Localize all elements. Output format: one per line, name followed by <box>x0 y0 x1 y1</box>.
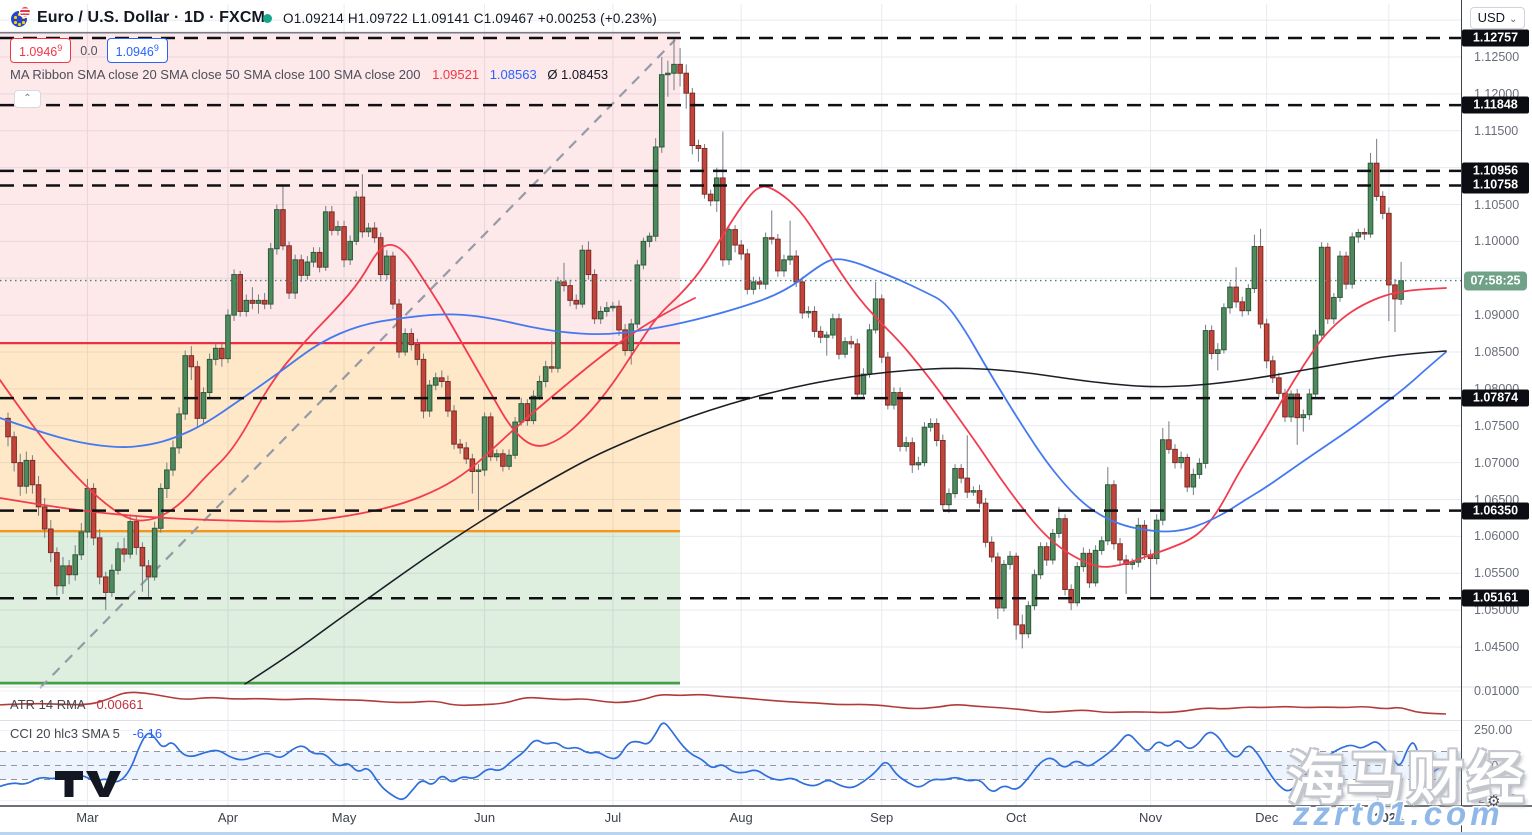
cci-tick-label: -250.00 <box>1474 792 1517 806</box>
price-tick-label: 1.08500 <box>1474 345 1520 359</box>
price-tick-label: 1.06000 <box>1474 529 1520 544</box>
price-tick-label: 1.10000 <box>1474 234 1520 249</box>
indicator-legend-ma-ribbon[interactable]: MA Ribbon SMA close 20 SMA close 50 SMA … <box>10 67 608 82</box>
cci-value: -6.16 <box>132 726 163 741</box>
indicator-legend-cci[interactable]: CCI 20 hlc3 SMA 5 -6.16 <box>10 726 162 741</box>
atr-tick-label: 0.01000 <box>1474 684 1520 698</box>
price-level-badge: 1.06350 <box>1462 502 1529 520</box>
cci-tick-label: 0.00 <box>1474 759 1499 773</box>
price-level-badge: 1.07874 <box>1462 389 1529 407</box>
time-axis-label: 2024 <box>1374 810 1404 825</box>
time-axis-label: Aug <box>729 810 753 825</box>
price-level-badge: 1.12757 <box>1462 29 1529 47</box>
symbol-title[interactable]: Euro / U.S. Dollar · 1D · FXCM <box>37 9 265 26</box>
tradingview-logo[interactable] <box>54 768 134 800</box>
price-tick-label: 1.04500 <box>1474 640 1520 654</box>
price-tick-label: 1.07500 <box>1474 418 1520 433</box>
time-axis-label: Dec <box>1255 810 1279 825</box>
gear-icon[interactable]: ⚙ <box>1487 793 1501 810</box>
currency-label: USD <box>1477 10 1506 25</box>
atr-value: 0.00661 <box>96 697 144 712</box>
chevron-down-icon: ⌄ <box>1509 14 1518 25</box>
price-level-badge: 1.10758 <box>1462 176 1529 194</box>
price-tag-blue: 1.09469 <box>106 38 168 64</box>
time-axis-label: Mar <box>76 810 99 825</box>
price-tick-label: 1.05500 <box>1474 566 1520 581</box>
price-tick-label: 1.12500 <box>1474 50 1520 64</box>
price-level-badge: 1.05161 <box>1462 589 1529 607</box>
indicator-legend-atr[interactable]: ATR 14 RMA 0.00661 <box>10 697 144 712</box>
atr-label: ATR 14 RMA <box>10 697 85 712</box>
legend-collapse-button[interactable]: ⌃ <box>14 90 41 108</box>
time-axis-label: Nov <box>1139 810 1163 825</box>
market-status-icon <box>263 14 272 23</box>
price-level-badge: 1.10956 <box>1462 162 1529 180</box>
ohlc-readout: O1.09214 H1.09722 L1.09141 C1.09467 +0.0… <box>283 11 657 26</box>
price-tick-label: 1.10500 <box>1474 197 1520 212</box>
time-axis-label: May <box>331 810 357 825</box>
ma-ribbon-value-2: 1.08563 <box>489 67 537 82</box>
ma-ribbon-value-1: 1.09521 <box>432 67 480 82</box>
ma-ribbon-average: Ø 1.08453 <box>547 67 609 82</box>
price-tick-label: 1.07000 <box>1474 455 1520 470</box>
us-flag-icon <box>19 6 31 18</box>
price-tick-label: 1.11500 <box>1474 123 1519 138</box>
time-axis-label: Jul <box>604 810 622 825</box>
cci-label: CCI 20 hlc3 SMA 5 <box>10 726 120 741</box>
time-axis-label: Oct <box>1006 810 1027 825</box>
watermark-brand: 海马财经 <box>1287 747 1527 811</box>
currency-unit-button[interactable]: USD ⌄ <box>1470 7 1525 29</box>
ma-ribbon-label: MA Ribbon SMA close 20 SMA close 50 SMA … <box>10 67 421 82</box>
zero-label: 0.0 <box>80 43 98 58</box>
bar-countdown-badge: 07:58:25 <box>1464 271 1527 291</box>
time-axis-label: Sep <box>870 810 894 825</box>
time-axis-label: Apr <box>217 810 239 825</box>
price-level-badges: 1.09469 0.0 1.09469 <box>10 38 168 64</box>
price-tag-red: 1.09469 <box>10 38 72 64</box>
cci-tick-label: 250.00 <box>1474 723 1513 737</box>
time-axis-label: Jun <box>474 810 496 825</box>
price-tick-label: 1.09000 <box>1474 308 1520 323</box>
symbol-pair-icon <box>10 6 31 29</box>
price-level-badge: 1.11848 <box>1462 96 1529 114</box>
watermark-site: zzrt01.com <box>1293 795 1504 832</box>
